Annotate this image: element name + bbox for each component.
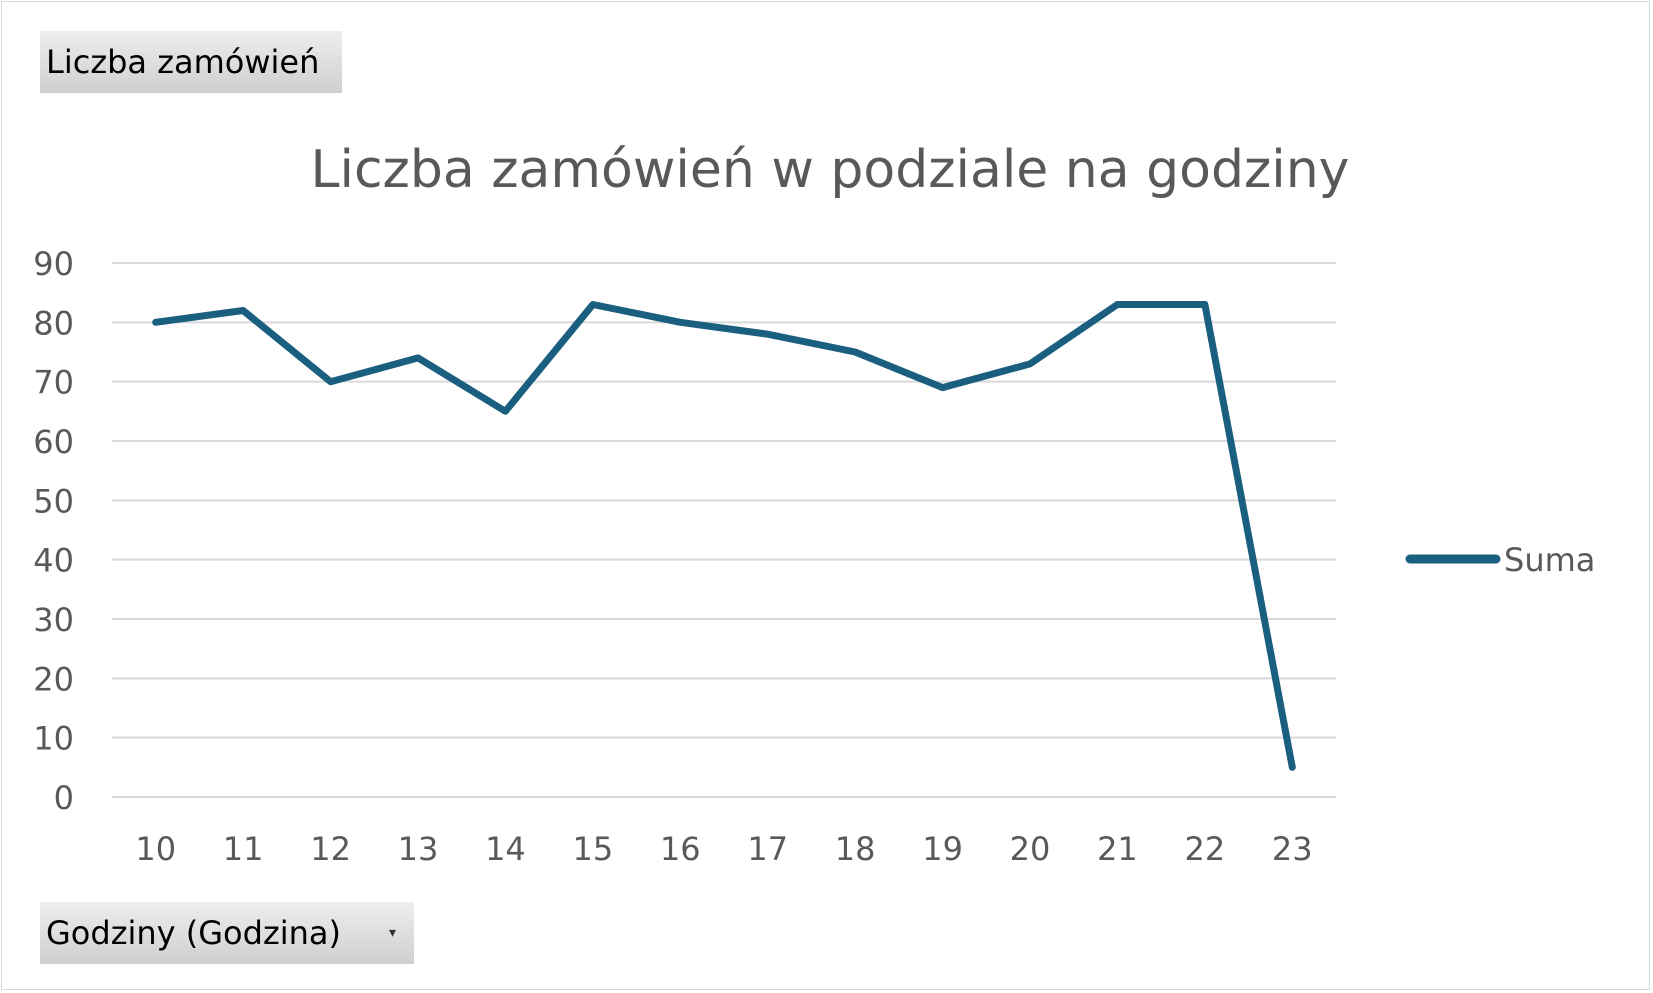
data-point	[1027, 360, 1033, 367]
chart-title: Liczba zamówień w podziale na godziny	[311, 140, 1350, 200]
data-point	[415, 354, 421, 361]
gridlines	[112, 262, 1336, 798]
data-point	[1201, 301, 1208, 308]
x-tick-label: 21	[1097, 830, 1138, 868]
values-field-button[interactable]: Liczba zamówień	[40, 31, 342, 93]
data-point	[152, 319, 159, 326]
data-point	[1114, 301, 1121, 308]
data-point	[502, 408, 509, 415]
x-tick-label: 11	[223, 830, 264, 868]
x-tick-label: 10	[135, 830, 176, 868]
data-point	[677, 319, 684, 326]
x-tick-label: 12	[310, 830, 351, 868]
series-group	[152, 301, 1296, 771]
y-tick-label: 20	[33, 660, 74, 698]
y-tick-label: 70	[33, 364, 74, 402]
x-tick-label: 20	[1010, 830, 1051, 868]
x-tick-label: 23	[1272, 830, 1313, 868]
data-point	[852, 349, 859, 355]
series-line	[152, 301, 1296, 771]
data-point	[327, 378, 334, 385]
y-tick-label: 50	[33, 482, 74, 520]
data-point	[939, 384, 946, 391]
x-tick-label: 22	[1184, 830, 1225, 868]
data-point	[240, 307, 247, 314]
data-point	[589, 301, 596, 308]
x-tick-label: 19	[922, 830, 963, 868]
y-tick-label: 40	[33, 542, 74, 580]
x-tick-label: 15	[572, 830, 613, 868]
data-point	[764, 331, 771, 338]
x-tick-label: 18	[835, 830, 876, 868]
values-field-label: Liczba zamówień	[46, 43, 320, 81]
y-tick-label: 60	[33, 423, 74, 461]
chevron-down-icon[interactable]: ▾	[388, 925, 396, 941]
y-tick-label: 10	[33, 720, 74, 758]
axis-field-label: Godziny (Godzina)	[46, 914, 341, 952]
axis-field-button[interactable]: Godziny (Godzina) ▾	[40, 902, 414, 964]
x-tick-label: 16	[660, 830, 701, 868]
y-tick-label: 80	[33, 304, 74, 342]
data-point	[1289, 764, 1296, 771]
x-tick-label: 13	[398, 830, 439, 868]
y-axis-ticks: 0 10 20 30 40 50 60 70 80 90	[33, 245, 74, 817]
legend: Suma	[1405, 541, 1595, 579]
y-tick-label: 30	[33, 601, 74, 639]
x-axis-ticks: 10 11 12 13 14 15 16 17 18 19 20 21 22 23	[135, 830, 1312, 868]
x-tick-label: 17	[747, 830, 788, 868]
legend-label: Suma	[1504, 541, 1595, 579]
x-tick-label: 14	[485, 830, 526, 868]
y-tick-label: 90	[33, 245, 74, 283]
y-tick-label: 0	[54, 779, 74, 817]
